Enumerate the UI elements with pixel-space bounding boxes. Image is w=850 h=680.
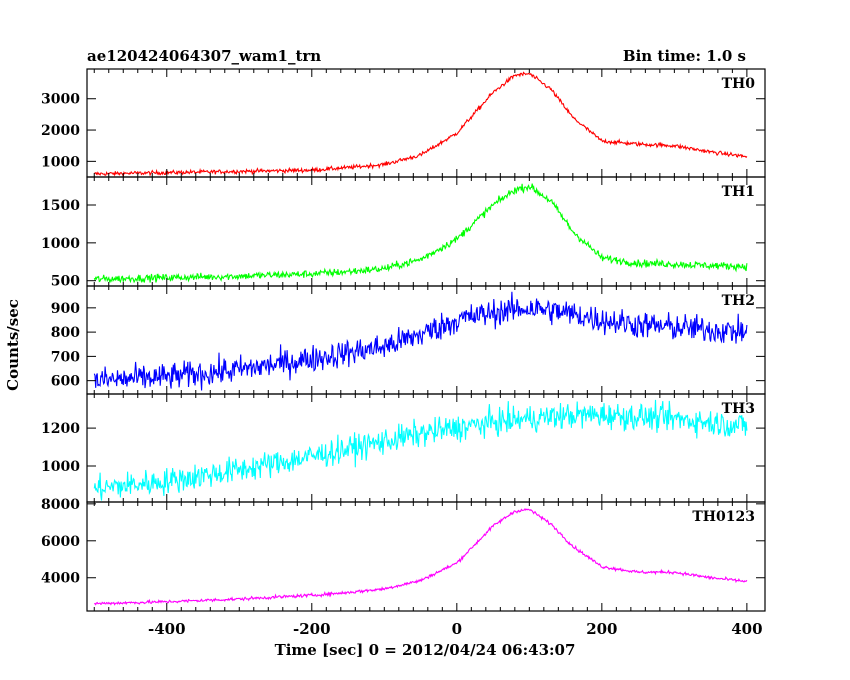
y-tick-label: 600 xyxy=(51,374,80,390)
panel-th1: 500 1000 1500 TH1 xyxy=(41,176,766,290)
series-label-th3: TH3 xyxy=(722,401,755,417)
series-label-th1: TH1 xyxy=(722,184,755,200)
y-tick-label: 1000 xyxy=(41,154,80,170)
y-axis-label: Counts/sec xyxy=(4,299,22,391)
y-tick-label: 4000 xyxy=(41,571,80,587)
series-label-th0: TH0 xyxy=(722,76,756,92)
x-tick-label: -200 xyxy=(293,620,331,638)
panel-frame xyxy=(86,68,766,178)
series-label-th2: TH2 xyxy=(722,293,755,309)
y-tick-label: 1000 xyxy=(41,236,80,252)
panel-frame xyxy=(86,501,766,612)
chart-title-left: ae120424064307_wam1_trn xyxy=(87,47,321,65)
series-label-th0123: TH0123 xyxy=(692,509,755,525)
y-tick-label: 3000 xyxy=(41,92,80,108)
panel-th0: 1000 2000 3000 TH0 xyxy=(41,68,766,178)
series-line-th2 xyxy=(93,291,748,391)
y-tick-label: 800 xyxy=(51,325,80,341)
y-tick-label: 900 xyxy=(51,301,80,317)
y-tick-label: 1200 xyxy=(41,421,80,437)
x-tick-label: 0 xyxy=(452,620,462,638)
x-axis-label: Time [sec] 0 = 2012/04/24 06:43:07 xyxy=(275,641,576,659)
y-tick-label: 500 xyxy=(51,274,80,290)
series-line-th3 xyxy=(93,399,748,501)
x-tick-label: 200 xyxy=(586,620,617,638)
y-tick-label: 1500 xyxy=(41,198,80,214)
y-tick-label: 700 xyxy=(51,349,80,365)
panel-frame xyxy=(86,176,766,287)
panel-th3: 1000 1200 TH3 xyxy=(41,393,766,503)
chart-title-right: Bin time: 1.0 s xyxy=(623,47,746,65)
series-line-th0 xyxy=(94,71,748,177)
x-tick-label: -400 xyxy=(148,620,186,638)
panels-group: 100020003000TH050010001500TH160070080090… xyxy=(41,68,766,638)
series-line-th1 xyxy=(93,183,748,284)
y-tick-label: 1000 xyxy=(41,459,80,475)
y-tick-label: 6000 xyxy=(41,534,80,550)
x-tick-label: 400 xyxy=(731,620,762,638)
panel-th2: 600 700 800 900 TH2 xyxy=(51,285,766,395)
series-line-th0123 xyxy=(93,507,748,606)
y-tick-label: 8000 xyxy=(41,497,80,513)
y-tick-label: 2000 xyxy=(41,123,80,139)
panel-th0123: 4000 6000 8000 TH0123 -400 -200 0 200 400 xyxy=(41,497,766,638)
